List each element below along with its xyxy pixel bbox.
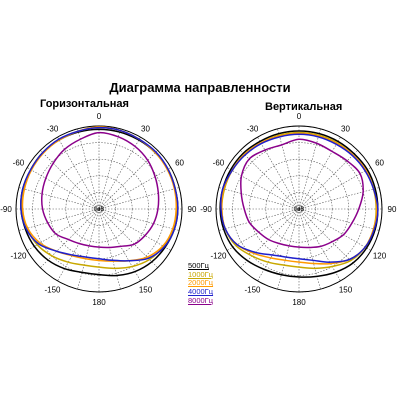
angle-tick-label: -120 <box>10 251 27 260</box>
chart-title: Диаграмма направленности <box>109 80 291 95</box>
series-line-3 <box>220 133 379 263</box>
grid-spoke <box>240 150 300 210</box>
legend-item-1: 1000Гц <box>188 269 214 279</box>
grid-spoke <box>240 208 300 268</box>
angle-tick-label: 150 <box>139 285 153 294</box>
legend-item-2: 2000Гц <box>188 278 214 288</box>
angle-tick-label: -60 <box>213 158 225 167</box>
angle-tick-label: -120 <box>210 251 227 260</box>
series-line-4 <box>239 138 364 249</box>
grid-spoke <box>40 150 100 210</box>
grid-spoke <box>57 136 100 210</box>
angle-tick-label: 90 <box>388 205 397 214</box>
grid-spoke <box>98 208 121 290</box>
angle-tick-label: 0 <box>97 112 102 121</box>
grid-spoke <box>298 128 321 210</box>
series-line-4 <box>40 131 160 249</box>
series-line-0 <box>219 130 379 278</box>
grid-spoke <box>226 167 300 210</box>
angle-tick-label: 60 <box>375 158 384 167</box>
grid-spoke <box>98 208 172 251</box>
grid-ring <box>82 192 116 226</box>
grid-spoke <box>98 187 180 210</box>
grid-spoke <box>298 208 358 268</box>
series-line-2 <box>21 126 177 262</box>
outer-ring <box>15 125 183 293</box>
legend: 500Гц 1000Гц 2000Гц 4000Гц 8000Гц <box>188 261 214 306</box>
angle-tick-label: 30 <box>141 124 150 133</box>
grid-spoke <box>18 187 100 210</box>
angle-tick-label: -90 <box>0 205 12 214</box>
legend-item-4: 8000Гц <box>188 295 214 305</box>
grid-spoke <box>218 187 300 210</box>
angle-tick-label: -150 <box>44 285 61 294</box>
angle-tick-label: -30 <box>47 124 59 133</box>
angle-tick-label: -60 <box>13 158 25 167</box>
outer-ring <box>215 125 383 293</box>
grid-spoke <box>98 136 141 210</box>
grid-spoke <box>226 208 300 251</box>
grid-spoke <box>298 208 380 231</box>
legend-item-0: 500Гц <box>188 261 209 270</box>
series-line-3 <box>20 126 179 262</box>
angle-tick-label: 60 <box>175 158 184 167</box>
angle-tick-label: 120 <box>373 251 387 260</box>
chart-subtitle-horizontal: Горизонтальная <box>40 98 129 110</box>
angle-tick-label: 90 <box>188 205 197 214</box>
grid-spoke <box>98 150 158 210</box>
angle-tick-label: 30 <box>341 124 350 133</box>
grid-spoke <box>98 208 158 268</box>
grid-spoke <box>298 150 358 210</box>
grid-spoke <box>257 136 300 210</box>
angle-tick-label: 180 <box>292 298 306 307</box>
angle-tick-label: -30 <box>247 124 259 133</box>
grid-spoke <box>98 208 180 231</box>
grid-spoke <box>298 208 341 282</box>
grid-spoke <box>257 208 300 282</box>
grid-spoke <box>277 208 300 290</box>
grid-spoke <box>218 208 300 231</box>
polar-chart-0: 0 30 60 90 150 180 -150 -120 -90 -60 -30 0dB <box>0 112 197 307</box>
angle-tick-label: 180 <box>92 298 106 307</box>
chart-subtitle-vertical: Вертикальная <box>265 101 343 113</box>
grid-ring <box>282 192 316 226</box>
grid-spoke <box>77 128 100 210</box>
angle-tick-label: 0 <box>297 112 302 121</box>
legend-item-3: 4000Гц <box>188 287 214 297</box>
grid-spoke <box>40 208 100 268</box>
grid-spoke <box>57 208 100 282</box>
grid-spoke <box>298 208 372 251</box>
grid-spoke <box>18 208 100 231</box>
grid-spoke <box>298 167 372 210</box>
grid-spoke <box>77 208 100 290</box>
center-label: 0dB <box>294 207 305 213</box>
grid-spoke <box>98 128 121 210</box>
angle-tick-label: -90 <box>200 205 212 214</box>
grid-spoke <box>26 208 100 251</box>
grid-spoke <box>298 136 341 210</box>
center-label: 0dB <box>94 207 105 213</box>
grid-spoke <box>26 167 100 210</box>
grid-spoke <box>298 187 380 210</box>
grid-spoke <box>98 167 172 210</box>
angle-tick-label: -150 <box>244 285 261 294</box>
grid-spoke <box>277 128 300 210</box>
grid-spoke <box>98 208 141 282</box>
polar-chart-1: 0 30 60 90 120 150 180 -150 -120 -90 -60 -30 0dB <box>200 112 397 307</box>
angle-tick-label: 150 <box>339 285 353 294</box>
